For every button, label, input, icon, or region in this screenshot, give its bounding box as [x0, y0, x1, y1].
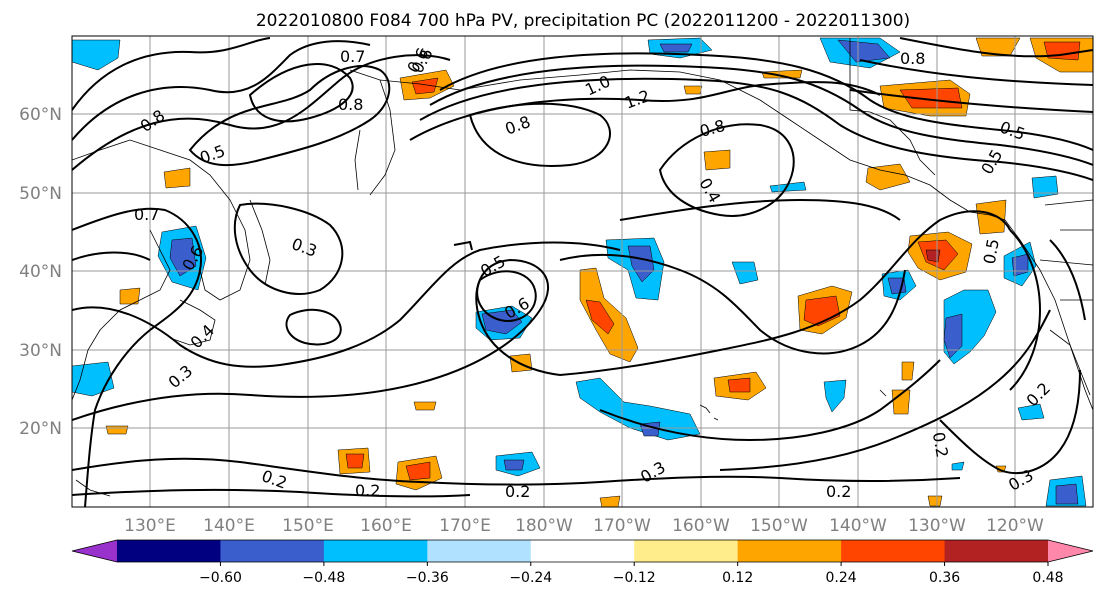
- colorbar-segment: [634, 540, 739, 562]
- colorbar-segment: [530, 540, 635, 562]
- lon-label: 170°E: [439, 516, 491, 536]
- colorbar-segment: [944, 540, 1049, 562]
- colorbar-tick-label: −0.24: [509, 570, 552, 586]
- contour-label: 0.8: [900, 49, 925, 68]
- contour-label: 0.7: [134, 205, 159, 224]
- colorbar-ticks: −0.60 −0.48 −0.36 −0.24 −0.12 0.12 0.24 0.36 0.4…: [199, 562, 1064, 586]
- pv-contours: [72, 37, 1093, 507]
- lon-label: 120°W: [986, 516, 1044, 536]
- colorbar-tick-label: −0.60: [199, 570, 242, 586]
- lat-label: 50°N: [19, 184, 62, 204]
- map-title: 2022010800 F084 700 hPa PV, precipitatio…: [256, 11, 910, 31]
- colorbar-tick-label: −0.48: [302, 570, 345, 586]
- lon-label: 130°E: [124, 516, 176, 536]
- colorbar-tick-label: 0.48: [1032, 570, 1063, 586]
- colorbar-tick-label: 0.36: [929, 570, 960, 586]
- lat-label: 30°N: [19, 341, 62, 361]
- contour-label: 0.5: [980, 237, 1003, 265]
- lon-labels: 130°E 140°E 150°E 160°E 170°E 180°W 170°…: [124, 516, 1044, 536]
- colorbar-segment: [323, 540, 428, 562]
- colorbar-tick-label: −0.36: [406, 570, 449, 586]
- lon-label: 170°W: [593, 516, 651, 536]
- map-frame: [71, 35, 1094, 508]
- lat-label: 40°N: [19, 262, 62, 282]
- coastlines: [72, 38, 1093, 497]
- lon-label: 160°W: [672, 516, 730, 536]
- graticule: [72, 36, 1093, 507]
- colorbar-tick-label: 0.24: [826, 570, 857, 586]
- lat-labels: 60°N 50°N 40°N 30°N 20°N: [19, 105, 62, 439]
- contour-label: 0.2: [826, 482, 851, 501]
- colorbar-segment: [117, 540, 221, 562]
- lon-label: 150°W: [750, 516, 808, 536]
- colorbar-extend-high: [1048, 540, 1093, 562]
- lon-label: 160°E: [360, 516, 412, 536]
- lon-label: 130°W: [908, 516, 966, 536]
- colorbar-extend-low: [72, 540, 117, 562]
- contour-label: 0.2: [929, 431, 952, 459]
- contour-label: 0.2: [505, 482, 530, 501]
- contour-label: 0.2: [355, 481, 380, 500]
- colorbar-tick-label: −0.12: [613, 570, 656, 586]
- colorbar: [71, 539, 1094, 563]
- lon-label: 150°E: [282, 516, 334, 536]
- contour-label: 0.8: [338, 95, 363, 114]
- precip-shading: [72, 37, 1093, 507]
- contour-label: 0.7: [340, 47, 365, 66]
- lon-label: 140°E: [203, 516, 255, 536]
- colorbar-segment: [220, 540, 325, 562]
- colorbar-tick-label: 0.12: [722, 570, 753, 586]
- lat-label: 60°N: [19, 105, 62, 125]
- lon-label: 180°W: [515, 516, 573, 536]
- colorbar-segment: [737, 540, 842, 562]
- lat-label: 20°N: [19, 419, 62, 439]
- lon-label: 140°W: [829, 516, 887, 536]
- colorbar-segment: [427, 540, 532, 562]
- map-area: 0.7 0.6 0.8 1.0 1.2 0.8 0.8 0.5 0.7 0.8 …: [72, 36, 1093, 507]
- colorbar-segment: [841, 540, 946, 562]
